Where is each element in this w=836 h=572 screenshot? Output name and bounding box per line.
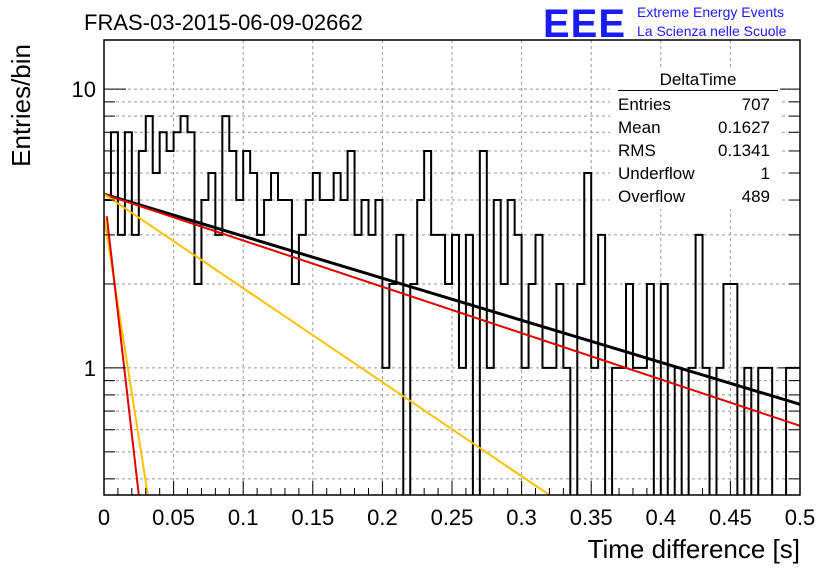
stats-row: Overflow 489 — [610, 186, 780, 209]
chart-title: FRAS-03-2015-06-09-02662 — [84, 10, 363, 35]
stats-value: 1 — [760, 164, 770, 183]
x-tick-label: 0.1 — [228, 505, 259, 530]
logo-line-2: La Scienza nelle Scuole — [637, 23, 787, 39]
x-axis-label: Time difference [s] — [588, 534, 800, 564]
fit-curves — [104, 192, 800, 495]
y-tick-label: 10 — [72, 77, 96, 102]
x-tick-label: 0.5 — [785, 505, 816, 530]
stats-label: Mean — [618, 118, 661, 137]
eee-logo: EEE — [543, 2, 627, 46]
y-axis-label: Entries/bin — [6, 44, 36, 167]
stats-value: 0.1627 — [718, 118, 770, 137]
fit-line — [104, 216, 149, 495]
y-tick-label: 1 — [84, 356, 96, 381]
x-tick-label: 0.4 — [646, 505, 677, 530]
x-tick-label: 0.15 — [291, 505, 334, 530]
x-tick-label: 0.05 — [152, 505, 195, 530]
axis-ticks — [103, 88, 801, 495]
tick-labels: 0 0.05 0.1 0.15 0.2 0.25 0.3 0.35 0.4 0.45 0.5 1 10 — [72, 77, 816, 530]
stats-label: RMS — [618, 141, 656, 160]
logo-line-1: Extreme Energy Events — [637, 4, 785, 20]
stats-row: RMS 0.1341 — [610, 140, 780, 163]
x-tick-label: 0.2 — [367, 505, 398, 530]
fit-line — [105, 216, 140, 495]
stats-title: DeltaTime — [618, 70, 778, 91]
stats-box: DeltaTime Entries 707 Mean 0.1627 RMS 0.134… — [610, 70, 780, 209]
x-tick-label: 0.3 — [506, 505, 537, 530]
x-tick-label: 0.45 — [709, 505, 752, 530]
stats-row: Mean 0.1627 — [610, 117, 780, 140]
x-tick-label: 0.25 — [431, 505, 474, 530]
stats-label: Underflow — [618, 164, 695, 183]
logo-caption: Extreme Energy Events La Scienza nelle S… — [637, 3, 786, 41]
stats-label: Overflow — [618, 187, 686, 206]
fit-line — [104, 193, 550, 495]
histogram-steps — [104, 115, 800, 495]
histogram — [104, 115, 800, 495]
stats-label: Entries — [618, 95, 671, 114]
x-tick-label: 0 — [98, 505, 110, 530]
fit-line — [104, 193, 800, 427]
stats-value: 707 — [741, 95, 770, 114]
stats-value: 489 — [741, 187, 770, 206]
stats-row: Underflow 1 — [610, 163, 780, 186]
fit-line — [104, 192, 800, 406]
stats-value: 0.1341 — [718, 141, 770, 160]
stats-row: Entries 707 — [610, 94, 780, 117]
x-tick-label: 0.35 — [570, 505, 613, 530]
